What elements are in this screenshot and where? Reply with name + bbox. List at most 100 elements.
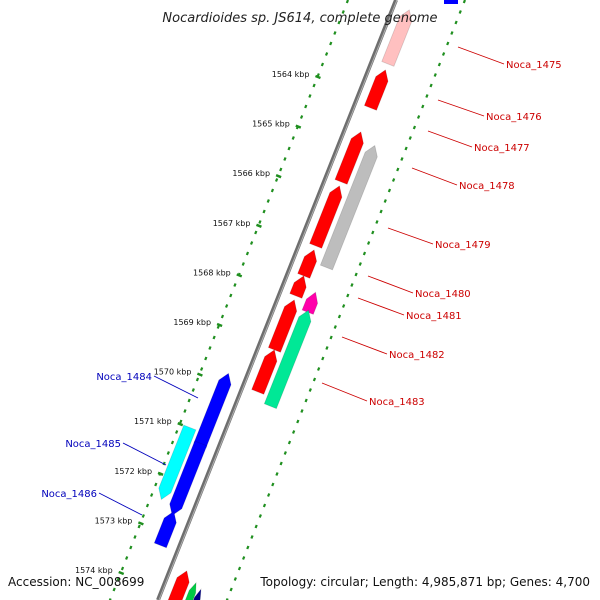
outer-track-dot <box>216 325 220 329</box>
inner-track-dot <box>300 409 304 413</box>
outer-track-dot <box>179 419 183 424</box>
ruler-tick-label: 1565 kbp <box>252 120 290 129</box>
inner-track-dot <box>229 587 233 592</box>
inner-track-dot <box>242 556 246 560</box>
inner-track-dot <box>446 41 450 46</box>
outer-track-dot <box>266 199 270 203</box>
inner-track-dot <box>458 10 462 14</box>
outer-track-dot <box>274 178 279 182</box>
ruler-tick <box>137 521 144 526</box>
outer-track-dot <box>145 503 150 508</box>
outer-track-dot <box>116 577 120 581</box>
label-leader-line <box>411 167 458 186</box>
inner-track-dot <box>304 398 308 403</box>
inner-track-dot <box>250 535 254 539</box>
accession-text: Accession: NC_008699 <box>8 575 144 589</box>
inner-track-dot <box>425 94 429 98</box>
gene-noca-1483 <box>263 309 312 410</box>
outer-track-dot <box>170 440 175 445</box>
ruler-tick-label: 1574 kbp <box>75 566 113 575</box>
outer-track-dot <box>304 104 308 109</box>
inner-track-dot <box>287 440 292 445</box>
outer-track-dot <box>287 146 291 151</box>
outer-track-dot <box>262 209 266 214</box>
label-leader-line <box>427 130 473 148</box>
outer-track-dot <box>137 524 141 529</box>
outer-track-dot <box>183 409 187 413</box>
inner-track-dot <box>296 419 300 424</box>
outer-track-dot <box>241 262 245 266</box>
ruler-tick <box>157 471 164 476</box>
ruler-tick-label: 1573 kbp <box>95 516 133 525</box>
gene-noca-1485 <box>158 424 197 501</box>
outer-track-dot <box>270 188 275 193</box>
ruler-tick <box>275 174 282 179</box>
inner-track-dot <box>262 503 267 508</box>
inner-track-dot <box>342 304 346 308</box>
ruler-tick-label: 1571 kbp <box>134 417 172 426</box>
gene-noca-1482 <box>267 299 298 353</box>
summary-text: Topology: circular; Length: 4,985,871 bp… <box>259 575 590 589</box>
outer-track-dot <box>200 367 204 371</box>
inner-track-dot <box>450 31 454 35</box>
outer-track-dot <box>229 293 233 298</box>
inner-track-dot <box>437 62 442 67</box>
label-leader-line <box>457 46 505 65</box>
inner-track-dot <box>429 83 433 88</box>
ruler-tick-label: 1569 kbp <box>173 318 211 327</box>
tick-track-inner <box>225 0 467 600</box>
inner-track-dot <box>275 472 279 476</box>
outer-track-dot <box>191 388 195 392</box>
inner-track-dot <box>233 577 237 581</box>
ruler-tick-label: 1567 kbp <box>213 219 251 228</box>
gene-label-noca-1476: Noca_1476 <box>486 112 542 123</box>
inner-track-dot <box>354 272 358 277</box>
gene-noca-1479 <box>319 144 378 271</box>
outer-track-dot <box>108 598 112 600</box>
ruler-tick-label: 1566 kbp <box>232 169 270 178</box>
inner-track-dot <box>454 20 458 25</box>
outer-track-dot <box>204 356 208 361</box>
inner-track-dot <box>421 104 425 109</box>
label-leader-line <box>367 275 414 294</box>
outer-track-dot <box>249 241 254 245</box>
gene-label-noca-1485: Noca_1485 <box>65 439 121 450</box>
outer-track-dot <box>233 283 237 287</box>
inner-track-dot <box>408 136 412 140</box>
gene-noca-1478 <box>309 185 343 249</box>
inner-track-dot <box>416 115 421 119</box>
ruler-tick-label: 1570 kbp <box>154 368 192 377</box>
outer-track-dot <box>279 167 283 172</box>
outer-track-dot <box>341 10 345 14</box>
outer-track-dot <box>195 377 200 382</box>
gene-label-noca-1477: Noca_1477 <box>474 143 530 154</box>
outer-track-dot <box>291 136 295 140</box>
gene-labels: Noca_1475 Noca_1476 Noca_1477 Noca_1478 Noca… <box>41 60 561 500</box>
outer-track-dot <box>320 62 325 67</box>
inner-track-dot <box>317 367 321 371</box>
outer-track-dot <box>225 304 229 308</box>
inner-track-dot <box>462 0 467 4</box>
inner-track-dot <box>387 188 392 193</box>
inner-track-dot <box>371 230 375 235</box>
ruler-tick <box>118 570 125 576</box>
ruler: 1564 kbp 1565 kbp 1566 kbp 1567 kbp 1568 kbp… <box>75 70 321 576</box>
outer-track-dot <box>150 493 154 497</box>
label-leader-line <box>321 382 368 402</box>
inner-track-dot <box>225 598 229 600</box>
outer-track-dot <box>175 430 179 434</box>
ruler-tick <box>314 74 321 80</box>
label-leader-line <box>357 297 405 316</box>
gene-label-noca-1482: Noca_1482 <box>389 350 445 361</box>
ruler-tick <box>236 273 243 278</box>
gene-unlabelled <box>184 581 197 600</box>
gene-unlabelled <box>251 349 278 395</box>
gene-noca-1480 <box>289 275 307 299</box>
outer-track-dot <box>333 31 337 35</box>
outer-track-dot <box>258 220 262 224</box>
outer-track-dot <box>245 251 250 256</box>
inner-track-dot <box>329 335 333 340</box>
outer-track-dot <box>337 20 341 25</box>
label-leader-line <box>437 99 485 117</box>
